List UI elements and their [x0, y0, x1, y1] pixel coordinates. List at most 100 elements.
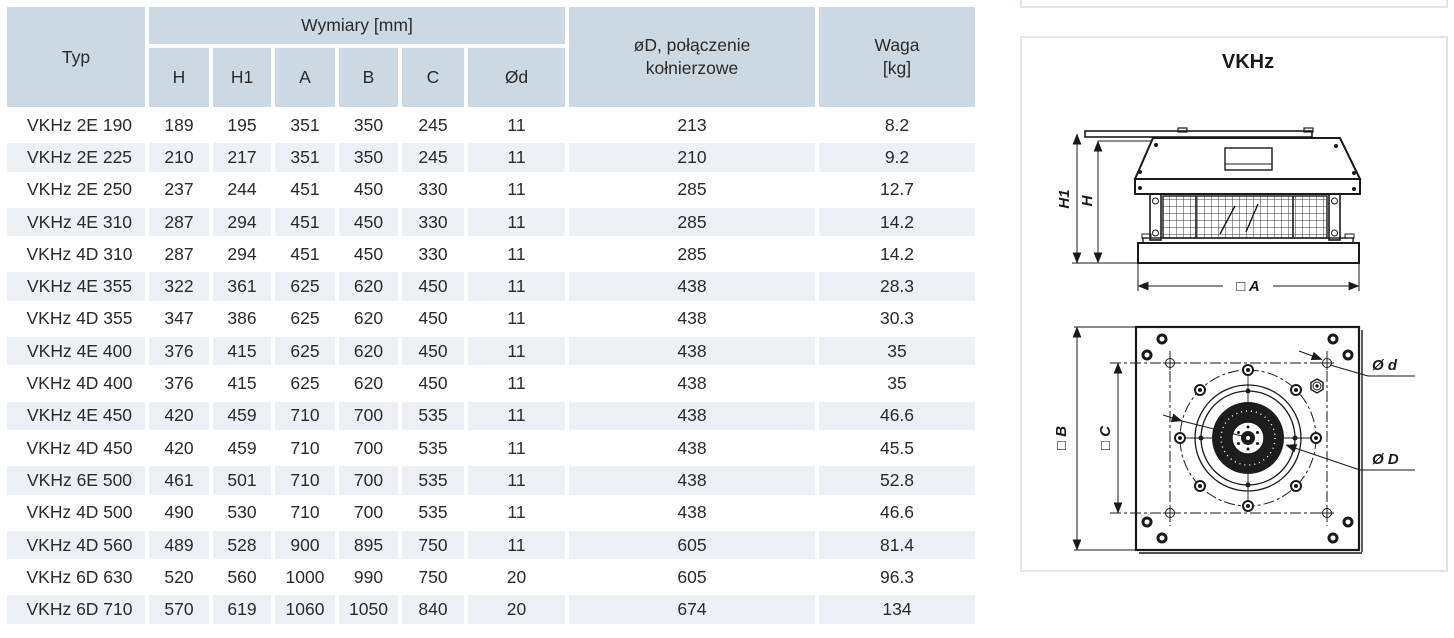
cell-waga: 134 [819, 595, 975, 624]
cell-flange: 213 [569, 111, 815, 140]
cell-c: 450 [402, 272, 464, 301]
cell-flange: 438 [569, 498, 815, 527]
cell-typ: VKHz 4E 400 [7, 337, 145, 366]
cell-c: 245 [402, 143, 464, 172]
cell-h1: 294 [213, 207, 271, 237]
cell-h: 210 [149, 143, 209, 172]
cell-waga: 30.3 [819, 304, 975, 334]
cell-h1: 459 [213, 401, 271, 430]
cell-od: 11 [468, 433, 565, 463]
cell-c: 450 [402, 304, 464, 334]
cell-od: 11 [468, 207, 565, 237]
cell-od: 11 [468, 175, 565, 204]
table-row: VKHz 4D 560 489 528 900 895 750 11 605 8… [7, 530, 975, 560]
cell-od: 11 [468, 337, 565, 366]
cell-od: 11 [468, 272, 565, 301]
cell-waga: 46.6 [819, 498, 975, 527]
table-row: VKHz 2E 190 189 195 351 350 245 11 213 8… [7, 111, 975, 140]
dim-label-d-small: Ø d [1372, 357, 1398, 374]
cell-flange: 674 [569, 595, 815, 624]
cell-typ: VKHz 4D 400 [7, 369, 145, 398]
cell-waga: 81.4 [819, 530, 975, 560]
table-row: VKHz 4D 450 420 459 710 700 535 11 438 4… [7, 433, 975, 463]
cell-typ: VKHz 4D 310 [7, 240, 145, 269]
cell-od: 20 [468, 595, 565, 624]
cell-flange: 438 [569, 337, 815, 366]
cell-od: 20 [468, 563, 565, 592]
cell-b: 620 [339, 337, 398, 366]
cell-od: 11 [468, 240, 565, 269]
cell-flange: 210 [569, 143, 815, 172]
cell-flange: 285 [569, 240, 815, 269]
cell-c: 450 [402, 337, 464, 366]
cell-typ: VKHz 4D 500 [7, 498, 145, 527]
cell-a: 625 [275, 337, 335, 366]
cell-h1: 217 [213, 143, 271, 172]
cell-typ: VKHz 6D 710 [7, 595, 145, 624]
cell-c: 750 [402, 563, 464, 592]
cell-a: 710 [275, 401, 335, 430]
dim-label-h1: H1 [1056, 189, 1073, 208]
cell-flange: 438 [569, 466, 815, 495]
cell-c: 750 [402, 530, 464, 560]
table-row: VKHz 4E 310 287 294 451 450 330 11 285 1… [7, 207, 975, 237]
cell-h: 376 [149, 369, 209, 398]
dim-label-a: □ A [1236, 278, 1260, 295]
cell-waga: 96.3 [819, 563, 975, 592]
cell-h1: 386 [213, 304, 271, 334]
cell-waga: 28.3 [819, 272, 975, 301]
header-waga-line1: Waga [874, 35, 920, 56]
header-b: B [339, 48, 398, 107]
cell-flange: 438 [569, 401, 815, 430]
cell-b: 350 [339, 143, 398, 172]
cell-od: 11 [468, 143, 565, 172]
cell-b: 700 [339, 498, 398, 527]
cell-h1: 501 [213, 466, 271, 495]
cell-h: 287 [149, 207, 209, 237]
cell-h1: 530 [213, 498, 271, 527]
cell-a: 710 [275, 466, 335, 495]
cell-waga: 9.2 [819, 143, 975, 172]
cell-h: 490 [149, 498, 209, 527]
cell-waga: 8.2 [819, 111, 975, 140]
cell-a: 710 [275, 498, 335, 527]
table-row: VKHz 4D 310 287 294 451 450 330 11 285 1… [7, 240, 975, 269]
cell-typ: VKHz 2E 225 [7, 143, 145, 172]
cell-waga: 35 [819, 369, 975, 398]
cell-waga: 46.6 [819, 401, 975, 430]
dim-label-b: □ B [1053, 426, 1070, 450]
cell-c: 535 [402, 433, 464, 463]
cell-typ: VKHz 4E 450 [7, 401, 145, 430]
cell-b: 450 [339, 207, 398, 237]
cell-b: 450 [339, 240, 398, 269]
cell-h1: 244 [213, 175, 271, 204]
cell-b: 700 [339, 433, 398, 463]
header-waga-line2: [kg] [882, 58, 912, 78]
cell-b: 700 [339, 401, 398, 430]
cell-b: 895 [339, 530, 398, 560]
cell-typ: VKHz 4D 560 [7, 530, 145, 560]
cell-c: 330 [402, 175, 464, 204]
cell-typ: VKHz 4E 310 [7, 207, 145, 237]
cell-h: 322 [149, 272, 209, 301]
cell-a: 625 [275, 272, 335, 301]
cell-od: 11 [468, 498, 565, 527]
cell-a: 451 [275, 240, 335, 269]
cell-b: 450 [339, 175, 398, 204]
cell-h1: 195 [213, 111, 271, 140]
cell-h: 489 [149, 530, 209, 560]
table-row: VKHz 4D 355 347 386 625 620 450 11 438 3… [7, 304, 975, 334]
header-flange: øD, połączenie kołnierzowe [569, 7, 815, 107]
cell-a: 625 [275, 369, 335, 398]
cell-h: 420 [149, 433, 209, 463]
cell-h1: 560 [213, 563, 271, 592]
table-row: VKHz 4E 400 376 415 625 620 450 11 438 3… [7, 337, 975, 366]
cell-flange: 285 [569, 175, 815, 204]
cell-h: 189 [149, 111, 209, 140]
cell-flange: 438 [569, 304, 815, 334]
header-a: A [275, 48, 335, 107]
header-wymiary: Wymiary [mm] [149, 7, 565, 44]
header-c: C [402, 48, 464, 107]
cell-h1: 528 [213, 530, 271, 560]
